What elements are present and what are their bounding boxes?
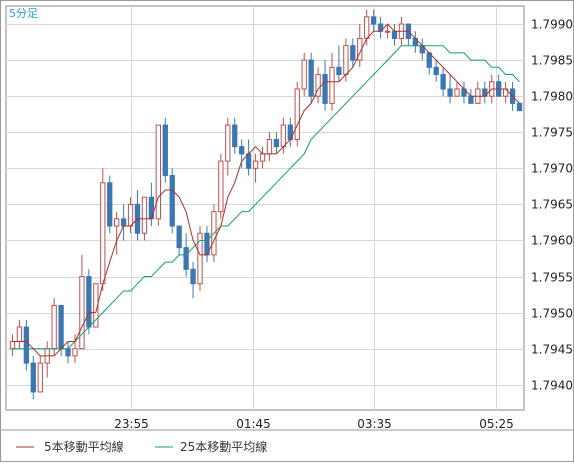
candle-body-up (79, 276, 85, 350)
y-tick-label: 1.7985 (531, 54, 573, 68)
x-tick-label: 23:55 (114, 417, 149, 431)
candle-body-down (371, 16, 377, 25)
candle-body-up (364, 16, 370, 39)
y-tick-label: 1.7960 (531, 234, 573, 248)
candle-body-up (301, 59, 307, 90)
candle-body-down (107, 182, 113, 227)
y-tick-label: 1.7945 (531, 343, 573, 357)
candle-body-down (308, 59, 314, 97)
y-tick-label: 1.7990 (531, 18, 573, 32)
candle-body-down (232, 124, 238, 148)
candle-body-down (120, 218, 127, 227)
x-axis-tick-labels: 23:55 01:45 03:35 05:25 (114, 417, 514, 431)
candle-body-up (72, 348, 78, 357)
candle-body-up (9, 340, 16, 350)
candle-body-up (16, 326, 23, 342)
candle-body-up (280, 124, 287, 148)
candle-body-down (162, 124, 168, 177)
candle-body-up (384, 30, 391, 33)
candle-body-up (127, 203, 134, 227)
y-tick-label: 1.7950 (531, 307, 573, 321)
x-tick-label: 01:45 (236, 417, 271, 431)
candle-body-down (322, 74, 328, 104)
y-tick-label: 1.7980 (531, 90, 573, 104)
candle-body-down (183, 247, 189, 270)
candle-body-up (141, 196, 148, 234)
y-axis-tick-labels: 1.7940 1.7945 1.7950 1.7955 1.7960 1.7965 1.79… (531, 18, 573, 393)
ma25-line (12, 45, 520, 350)
candle-body-up (266, 138, 273, 155)
legend: 5本移動平均線 25本移動平均線 (16, 439, 267, 454)
candle-body-down (23, 326, 30, 364)
candle-body-up (100, 182, 106, 285)
y-tick-label: 1.7940 (531, 379, 573, 393)
legend-label-ma25: 25本移動平均線 (180, 439, 267, 454)
candle-body-down (350, 45, 356, 61)
candle-body-up (315, 74, 321, 97)
x-tick-label: 03:35 (357, 417, 392, 431)
candle-body-up (454, 88, 460, 97)
candle-body-down (86, 276, 92, 328)
candle-body-down (391, 30, 398, 39)
y-tick-label: 1.7975 (531, 126, 573, 140)
candle-body-down (176, 225, 182, 249)
candle-body-down (440, 74, 446, 90)
candle-body-up (259, 153, 266, 162)
candle-body-up (252, 160, 259, 169)
moving-average-lines (12, 23, 520, 357)
candle-body-up (37, 362, 43, 393)
candle-body-up (225, 124, 231, 162)
candle-body-down (239, 146, 245, 155)
candle-body-down (58, 304, 64, 350)
candlesticks (9, 9, 523, 400)
candle-body-down (336, 66, 342, 76)
candle-body-down (273, 138, 280, 148)
x-tick-label: 05:25 (479, 417, 514, 431)
candle-body-up (329, 66, 335, 104)
ma5-line (12, 23, 520, 357)
candle-body-up (343, 45, 349, 76)
y-tick-label: 1.7970 (531, 162, 573, 176)
legend-label-ma5: 5本移動平均線 (44, 439, 124, 454)
candle-body-down (65, 348, 71, 357)
y-tick-label: 1.7955 (531, 271, 573, 285)
candle-body-up (197, 232, 203, 285)
candle-body-up (51, 304, 57, 350)
candle-body-down (516, 102, 523, 112)
candle-body-up (114, 218, 120, 227)
candle-body-down (169, 175, 175, 227)
candle-body-down (30, 362, 36, 393)
candle-body-down (433, 66, 439, 76)
y-tick-label: 1.7965 (531, 198, 573, 212)
candle-body-up (155, 124, 161, 220)
candle-body-down (190, 268, 196, 285)
candle-body-up (218, 160, 224, 213)
timeframe-label: 5分足 (9, 7, 38, 20)
candle-body-down (447, 88, 453, 97)
candle-body-up (294, 88, 300, 140)
candle-body-down (468, 95, 474, 104)
